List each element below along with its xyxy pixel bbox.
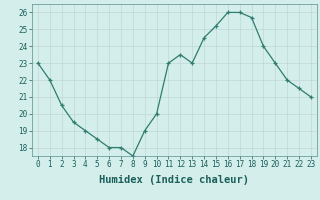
X-axis label: Humidex (Indice chaleur): Humidex (Indice chaleur)	[100, 175, 249, 185]
